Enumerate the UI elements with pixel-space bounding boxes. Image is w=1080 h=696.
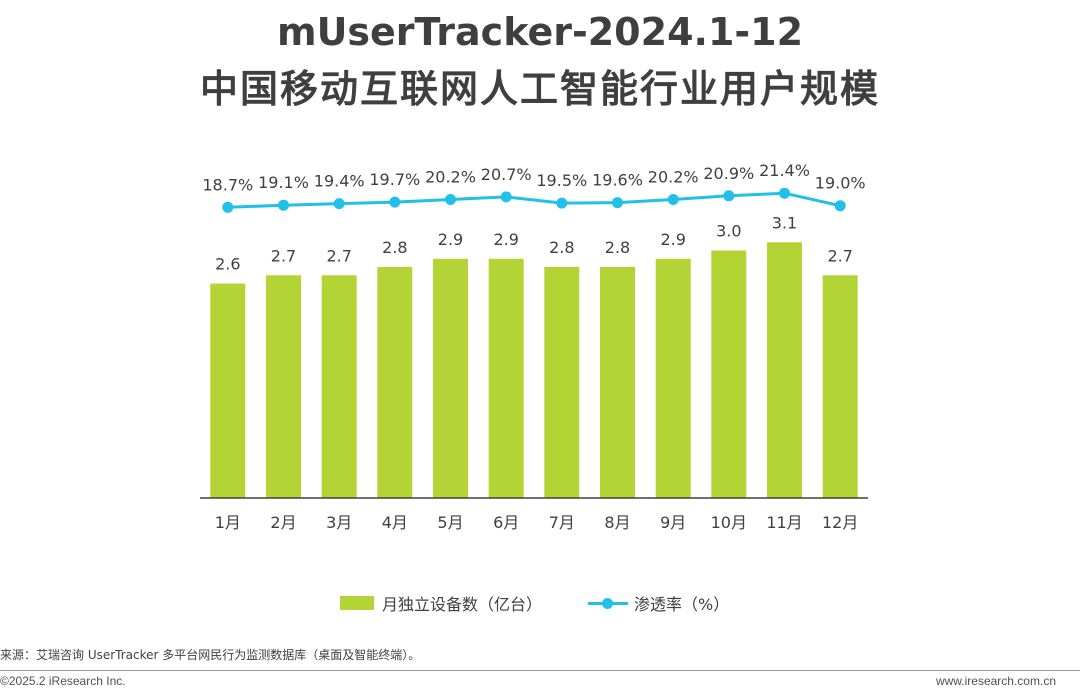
bar-2 [266, 275, 301, 499]
penetration-label-6: 20.7% [481, 165, 532, 184]
penetration-point-4 [389, 196, 401, 208]
website-link[interactable]: www.iresearch.com.cn [935, 674, 1056, 688]
penetration-point-3 [333, 198, 345, 210]
bar-6 [488, 258, 524, 499]
legend-line-swatch [588, 596, 628, 610]
legend-label-devices: 月独立设备数（亿台） [382, 595, 543, 614]
bar-label-5: 2.9 [438, 230, 463, 249]
bar-10 [711, 250, 747, 498]
penetration-label-5: 20.2% [425, 168, 476, 187]
bar-label-7: 2.8 [549, 238, 574, 257]
footer-divider [0, 670, 1080, 671]
legend-label-penetration: 渗透率（%） [634, 595, 730, 614]
x-tick-label-6: 6月 [493, 513, 519, 532]
bar-label-10: 3.0 [716, 222, 741, 241]
penetration-point-11 [779, 187, 790, 199]
penetration-label-2: 19.1% [258, 173, 309, 192]
x-tick-label-11: 11月 [766, 513, 802, 532]
legend-item-penetration: 渗透率（%） [588, 590, 729, 616]
bar-label-11: 3.1 [772, 213, 797, 232]
chart-title-line2: 中国移动互联网人工智能行业用户规模 [199, 67, 880, 111]
copyright: ©2025.2 iResearch Inc. [0, 674, 126, 688]
bar-7 [544, 267, 580, 498]
legend: 月独立设备数（亿台） 渗透率（%） [0, 590, 1080, 616]
penetration-label-3: 19.4% [314, 172, 365, 191]
penetration-label-8: 19.6% [592, 171, 643, 190]
bar-label-2: 2.7 [271, 246, 296, 265]
bar-label-12: 2.7 [827, 246, 852, 265]
x-tick-label-2: 2月 [270, 513, 296, 532]
bar-5 [433, 258, 468, 499]
penetration-point-1 [222, 201, 234, 213]
penetration-line [227, 191, 841, 209]
bar-label-1: 2.6 [215, 255, 240, 274]
source-note: 来源：艾瑞咨询 UserTracker 多平台网民行为监测数据库（桌面及智能终端… [0, 648, 421, 662]
chart-svg: 2.6 2.7 2.7 2.8 2.9 2.9 2.8 2.8 2.9 3.0 3.1 2.7 1月 2月… [200, 161, 868, 532]
x-tick-label-5: 5月 [437, 513, 463, 532]
bar-label-3: 2.7 [326, 246, 351, 265]
chart-title-line1: mUserTracker-2024.1-12 [276, 10, 804, 54]
bar-1 [210, 283, 246, 498]
bar-4 [377, 267, 413, 498]
x-tick-label-4: 4月 [382, 513, 408, 532]
penetration-point-7 [556, 197, 568, 209]
bar-3 [321, 275, 357, 499]
penetration-point-8 [612, 197, 623, 209]
bar-label-4: 2.8 [382, 238, 407, 257]
bar-9 [655, 258, 691, 499]
bar-label-8: 2.8 [605, 238, 630, 257]
penetration-label-11: 21.4% [759, 161, 810, 180]
bar-label-9: 2.9 [660, 230, 685, 249]
penetration-label-12: 19.0% [815, 174, 866, 193]
penetration-point-9 [667, 194, 679, 205]
penetration-point-6 [500, 191, 512, 203]
x-tick-label-7: 7月 [549, 513, 575, 532]
x-tick-label-3: 3月 [326, 513, 352, 532]
x-tick-label-1: 1月 [215, 513, 241, 532]
bar-label-6: 2.9 [493, 230, 518, 249]
bar-8 [600, 267, 635, 498]
x-tick-label-8: 8月 [604, 513, 630, 532]
x-tick-label-9: 9月 [660, 513, 686, 532]
legend-bar-swatch [340, 596, 374, 610]
bar-11 [767, 242, 802, 499]
bar-12 [822, 275, 858, 499]
x-tick-label-10: 10月 [711, 513, 747, 532]
x-tick-label-12: 12月 [822, 513, 858, 532]
penetration-point-5 [445, 194, 456, 205]
penetration-point-10 [723, 190, 735, 202]
penetration-label-7: 19.5% [536, 171, 587, 190]
penetration-point-2 [278, 199, 289, 211]
legend-item-devices: 月独立设备数（亿台） [340, 590, 542, 616]
penetration-point-12 [834, 200, 846, 212]
penetration-label-9: 20.2% [648, 168, 699, 187]
penetration-label-1: 18.7% [202, 175, 253, 194]
penetration-label-10: 20.9% [703, 164, 754, 183]
penetration-label-4: 19.7% [369, 170, 420, 189]
